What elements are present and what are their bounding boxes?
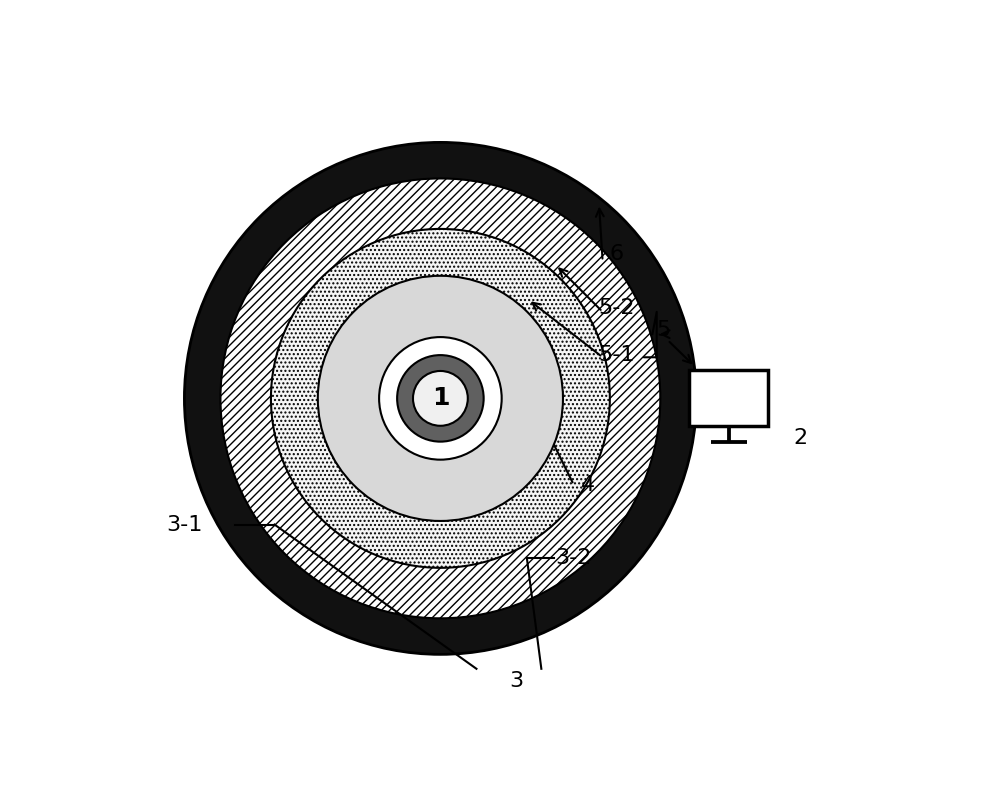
Text: 5-1: 5-1 [599,345,635,365]
Circle shape [220,178,660,618]
FancyBboxPatch shape [689,370,768,427]
Text: 5: 5 [657,320,671,340]
Text: 6: 6 [610,244,624,264]
Circle shape [413,371,468,426]
Circle shape [379,337,502,459]
Circle shape [184,142,696,654]
Text: 2: 2 [794,428,808,448]
Text: 3-2: 3-2 [556,548,592,568]
Circle shape [318,275,563,521]
Text: 1: 1 [432,386,449,411]
Circle shape [397,355,484,442]
Text: 3: 3 [509,671,523,691]
Text: 4: 4 [581,475,595,495]
Text: 5-2: 5-2 [599,298,635,318]
Circle shape [271,229,610,568]
Text: 3-1: 3-1 [166,514,203,535]
